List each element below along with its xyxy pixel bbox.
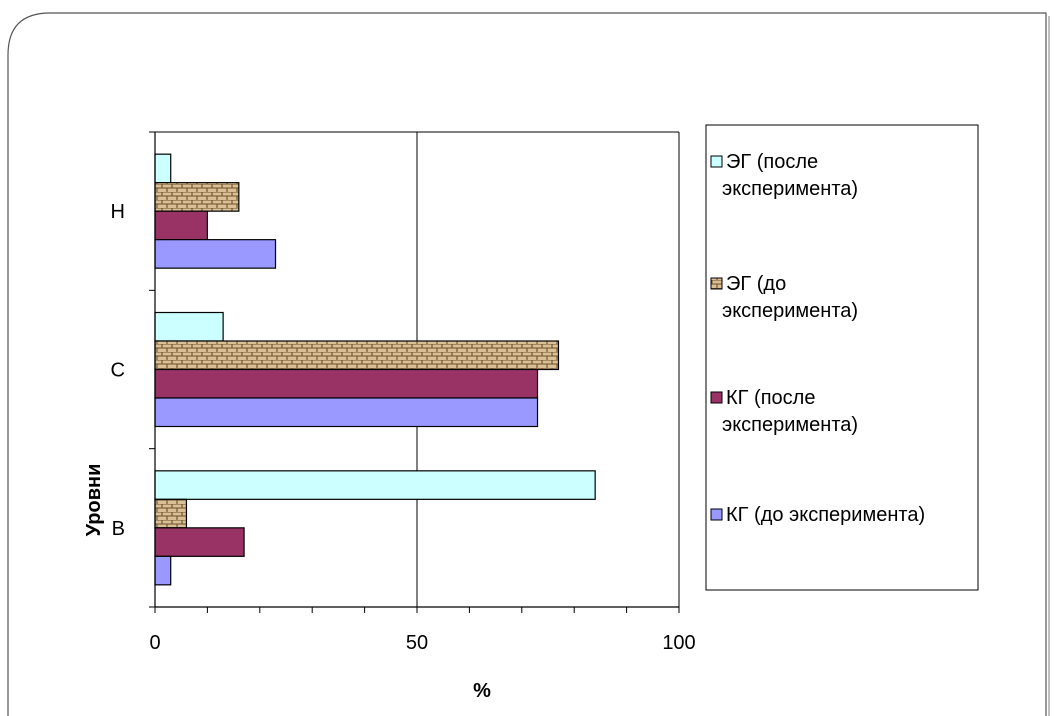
bar <box>154 498 188 529</box>
y-tick-label: С <box>111 360 125 382</box>
legend-label: ЭГ (после <box>726 151 818 173</box>
legend-label: КГ (после <box>726 387 815 409</box>
legend-swatch <box>710 155 723 168</box>
bar <box>154 182 240 212</box>
bar <box>154 340 560 371</box>
legend-box <box>705 124 979 591</box>
bar <box>154 368 539 399</box>
bar <box>154 470 596 500</box>
legend-label: эксперимента) <box>722 414 858 436</box>
x-tick-label: 100 <box>662 632 695 654</box>
bar <box>154 527 245 557</box>
y-tick-label: В <box>112 518 125 540</box>
bar <box>154 153 172 184</box>
legend-label: эксперимента) <box>722 178 858 200</box>
plot-area <box>154 131 680 607</box>
legend-swatch <box>710 508 723 521</box>
legend-label: эксперимента) <box>722 300 858 322</box>
legend-label: КГ (до эксперимента) <box>726 504 925 526</box>
y-axis-title: Уровни <box>83 464 105 537</box>
bar <box>154 397 539 428</box>
legend: ЭГ (после эксперимента) ЭГ (до эксперимента… <box>705 124 979 591</box>
legend-swatch <box>710 391 723 404</box>
y-tick-label: Н <box>111 201 125 223</box>
x-axis-title: % <box>473 680 491 702</box>
slide-border <box>7 12 1047 716</box>
bar <box>154 311 224 342</box>
legend-swatch <box>710 277 723 290</box>
bar <box>154 555 172 586</box>
axes: Н С В 0 50 100 <box>111 131 696 654</box>
bar <box>154 210 209 241</box>
legend-label: ЭГ (до <box>726 273 786 295</box>
bar <box>154 239 277 269</box>
x-tick-label: 50 <box>406 632 428 654</box>
x-tick-label: 0 <box>149 632 160 654</box>
